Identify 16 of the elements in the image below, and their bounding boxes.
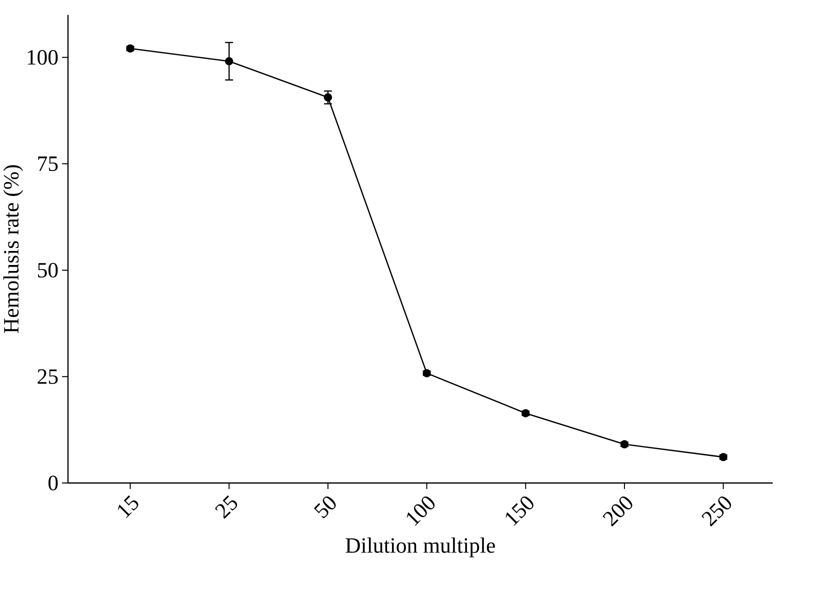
x-axis-title: Dilution multiple: [346, 538, 495, 558]
y-tick-label: 25: [38, 369, 58, 384]
point: [224, 57, 234, 66]
x-tick-label: 250: [702, 496, 732, 527]
y-tick-label: 50: [38, 263, 58, 278]
x-tick-label: 100: [406, 496, 435, 526]
point: [324, 93, 332, 102]
x-tick-label: 200: [602, 496, 632, 527]
y-tick-label: 75: [38, 156, 58, 172]
x-tick-label: 50: [314, 496, 336, 519]
x-tick-label: 25: [215, 496, 238, 519]
y-tick-label: 100: [28, 50, 58, 65]
y-axis-title: Hemolusis rate (%): [3, 165, 24, 334]
y-tick-label: 0: [48, 476, 58, 491]
x-tick-label: 150: [506, 496, 534, 526]
x-tick-label: 15: [118, 495, 138, 518]
